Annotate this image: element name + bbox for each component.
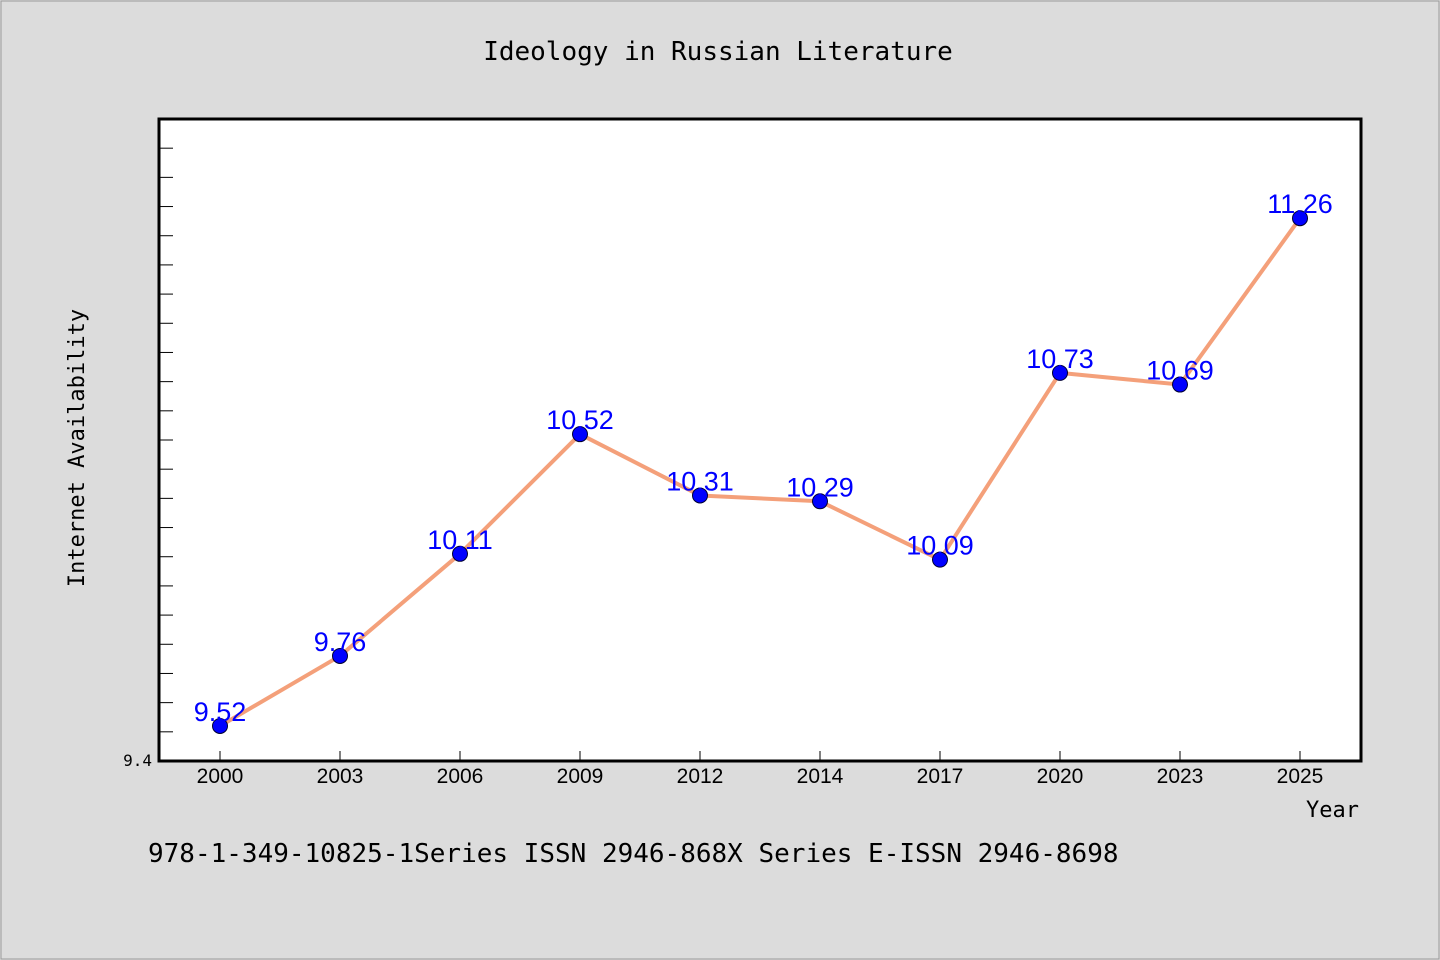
x-tick-label: 2006 [437,765,484,788]
data-point [812,493,828,510]
data-point [932,551,948,568]
data-point [212,717,228,734]
x-axis-ticks [219,751,1301,761]
x-tick-label: 2009 [557,765,604,788]
data-point [1292,210,1308,227]
data-point [332,647,348,664]
x-axis-label: Year [1306,798,1359,823]
data-label: 10.73 [1026,344,1094,374]
x-tick-label: 2023 [1157,765,1204,788]
plot-area [157,117,1363,763]
series-group [218,216,1302,728]
x-tick-label: 2003 [317,765,364,788]
data-labels-group: 9.52 9.76 10.11 10.52 10.31 10.29 10.09 10.73 10… [194,189,1333,727]
data-label: 10.11 [427,525,493,555]
series-line [218,216,1302,728]
chart-title: Ideology in Russian Literature [483,37,953,67]
data-point [452,545,468,562]
y-tick-label-min: 9.4 [123,751,152,770]
data-label: 9.76 [314,627,367,657]
x-tick-label: 2012 [677,765,724,788]
data-point [572,426,588,443]
data-point [1052,364,1068,381]
data-label: 10.69 [1146,356,1214,386]
data-label: 10.52 [546,405,614,435]
isbn-footer: 978-1-349-10825-1Series ISSN 2946-868X S… [148,839,1119,869]
data-point [692,487,708,504]
data-label: 9.52 [194,697,247,727]
y-axis-label: Internet Availability [65,309,90,587]
data-point [1172,376,1188,393]
x-tick-label: 2020 [1037,765,1084,788]
data-label: 10.29 [786,472,854,502]
data-label: 10.09 [906,531,974,561]
y-axis-ticks [159,147,173,733]
x-axis-tick-labels: 2000 2003 2006 2009 2012 2014 2017 2020 2023 2025 [197,765,1324,788]
markers-group [212,210,1308,734]
x-tick-label: 2017 [917,765,964,788]
x-tick-label: 2000 [197,765,244,788]
x-tick-label: 2025 [1277,765,1324,788]
data-label: 10.31 [666,466,734,496]
x-tick-label: 2014 [797,765,844,788]
data-label: 11.26 [1267,189,1333,219]
